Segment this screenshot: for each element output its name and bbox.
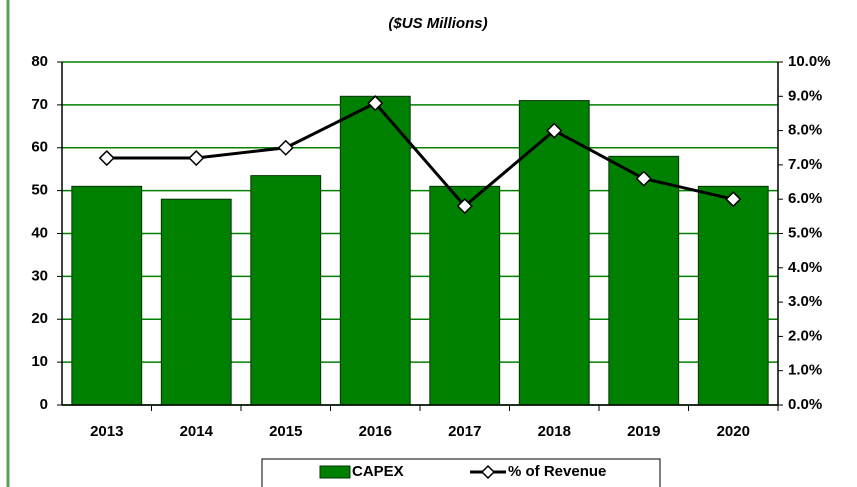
chart-title: ($US Millions) bbox=[388, 15, 487, 32]
y2-tick-label: 0.0% bbox=[788, 396, 822, 413]
y-tick-label: 60 bbox=[31, 139, 48, 156]
y2-tick-label: 8.0% bbox=[788, 122, 822, 139]
marker bbox=[98, 149, 115, 167]
y-tick-label: 50 bbox=[31, 182, 48, 199]
legend-label: CAPEX bbox=[352, 463, 404, 480]
y-tick-label: 30 bbox=[31, 267, 48, 284]
x-tick-label: 2016 bbox=[359, 423, 392, 440]
y2-tick-label: 9.0% bbox=[788, 87, 822, 104]
legend-swatch bbox=[319, 465, 351, 479]
bar bbox=[339, 95, 411, 406]
bar bbox=[429, 185, 501, 406]
y2-tick-label: 3.0% bbox=[788, 293, 822, 310]
y2-tick-label: 10.0% bbox=[788, 53, 831, 70]
legend-box bbox=[261, 458, 661, 487]
bar bbox=[518, 100, 590, 406]
y-tick-label: 0 bbox=[40, 396, 48, 413]
y2-tick-label: 2.0% bbox=[788, 327, 822, 344]
marker bbox=[635, 170, 652, 187]
x-tick-label: 2019 bbox=[627, 423, 660, 440]
y-tick-label: 10 bbox=[31, 353, 48, 370]
x-tick-label: 2017 bbox=[448, 423, 481, 440]
x-tick-label: 2015 bbox=[269, 423, 302, 440]
marker bbox=[277, 139, 294, 156]
y2-tick-label: 7.0% bbox=[788, 156, 822, 173]
bar bbox=[608, 155, 680, 406]
marker bbox=[725, 191, 742, 208]
line bbox=[106, 101, 734, 209]
y-tick-label: 70 bbox=[31, 96, 48, 113]
bar bbox=[697, 185, 769, 406]
x-tick-label: 2013 bbox=[90, 423, 123, 440]
x-tick-label: 2014 bbox=[180, 423, 214, 440]
x-tick-label: 2020 bbox=[717, 423, 750, 440]
y-tick-label: 40 bbox=[31, 224, 48, 241]
bar bbox=[250, 175, 322, 406]
marker bbox=[188, 149, 205, 167]
y2-tick-label: 1.0% bbox=[788, 362, 822, 379]
y2-tick-label: 6.0% bbox=[788, 190, 822, 207]
y2-tick-label: 5.0% bbox=[788, 224, 822, 241]
y-tick-label: 80 bbox=[31, 53, 48, 70]
legend-label: % of Revenue bbox=[508, 463, 606, 480]
bar bbox=[160, 198, 232, 406]
y2-tick-label: 4.0% bbox=[788, 259, 822, 276]
x-tick-label: 2018 bbox=[538, 423, 571, 440]
marker bbox=[546, 122, 563, 139]
bar bbox=[71, 185, 143, 406]
marker bbox=[456, 197, 473, 215]
marker bbox=[367, 95, 384, 112]
legend-marker bbox=[480, 464, 496, 480]
y-tick-label: 20 bbox=[31, 310, 48, 327]
